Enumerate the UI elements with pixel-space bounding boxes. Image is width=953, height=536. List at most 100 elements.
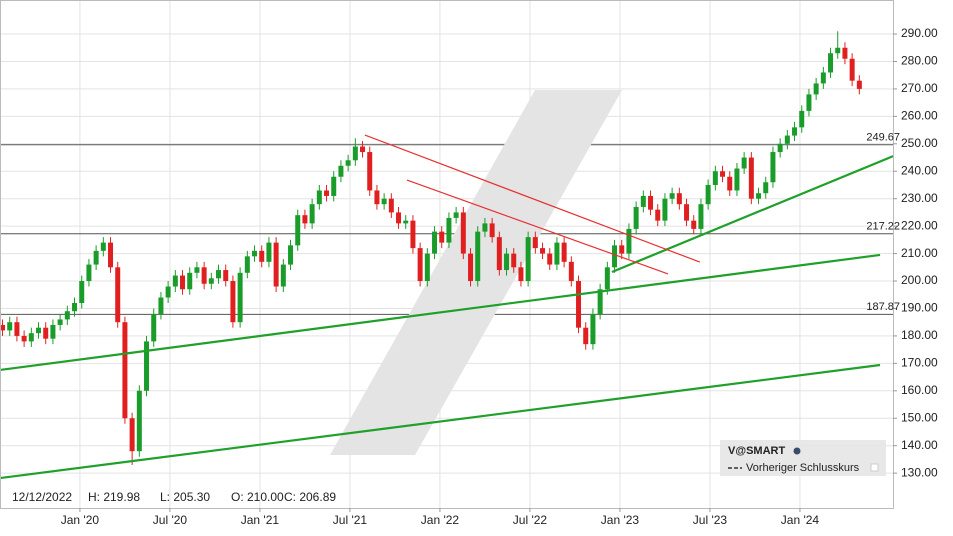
y-tick-label: 190.00 bbox=[901, 301, 938, 315]
candle-body bbox=[460, 212, 466, 254]
candle-body bbox=[223, 270, 229, 282]
candle-body bbox=[604, 267, 610, 290]
info-date: 12/12/2022 bbox=[12, 490, 72, 504]
trend-line bbox=[406, 179, 669, 275]
candle-body bbox=[756, 193, 762, 199]
candle-body bbox=[288, 245, 294, 265]
candle-body bbox=[770, 152, 776, 183]
candle-body bbox=[144, 341, 150, 391]
candle-body bbox=[165, 286, 171, 298]
candle-body bbox=[424, 253, 430, 282]
info-low: L: 205.30 bbox=[160, 490, 210, 504]
candle-body bbox=[554, 242, 560, 265]
candle-body bbox=[518, 267, 524, 282]
legend-checkbox[interactable] bbox=[870, 463, 879, 472]
candle-body bbox=[835, 47, 841, 54]
candle-body bbox=[266, 242, 272, 262]
candle-body bbox=[50, 324, 56, 339]
y-tick-label: 240.00 bbox=[901, 163, 938, 177]
candle-body bbox=[777, 143, 783, 153]
candle-body bbox=[712, 171, 718, 185]
candle-body bbox=[403, 220, 409, 224]
candle-body bbox=[511, 253, 517, 268]
candle-body bbox=[86, 264, 92, 282]
candle-body bbox=[93, 250, 99, 265]
y-tick-label: 230.00 bbox=[901, 191, 938, 205]
candle-body bbox=[734, 168, 740, 191]
candle-body bbox=[158, 297, 164, 314]
candle-body bbox=[547, 253, 553, 265]
y-tick-label: 160.00 bbox=[901, 383, 938, 397]
candle-body bbox=[172, 275, 178, 287]
candle-body bbox=[727, 176, 733, 191]
candle-body bbox=[360, 146, 366, 153]
legend-title: V@SMART bbox=[728, 445, 785, 457]
candle-body bbox=[612, 245, 618, 268]
candle-body bbox=[352, 146, 358, 161]
candle-body bbox=[151, 313, 157, 342]
candle-body bbox=[676, 193, 682, 205]
y-tick-label: 200.00 bbox=[901, 273, 938, 287]
x-tick-label: Jan '21 bbox=[241, 513, 280, 527]
candle-body bbox=[115, 267, 121, 323]
candle-body bbox=[842, 47, 848, 59]
x-tick-label: Jul '23 bbox=[693, 513, 728, 527]
candle-body bbox=[828, 53, 834, 73]
candle-body bbox=[525, 237, 531, 282]
candle-body bbox=[597, 289, 603, 314]
candle-body bbox=[748, 157, 754, 199]
candle-body bbox=[784, 135, 790, 144]
candle-body bbox=[662, 198, 668, 221]
y-tick-label: 280.00 bbox=[901, 54, 938, 68]
candle-body bbox=[21, 335, 27, 342]
info-open: O: 210.00 bbox=[231, 490, 284, 504]
candle-body bbox=[532, 237, 538, 249]
candle-body bbox=[489, 223, 495, 238]
candle-body bbox=[194, 267, 200, 273]
candle-body bbox=[720, 171, 726, 177]
candle-body bbox=[698, 204, 704, 229]
info-bar: 12/12/2022 H: 219.98 L: 205.30 O: 210.00… bbox=[12, 490, 336, 504]
candle-body bbox=[504, 253, 510, 271]
candle-body bbox=[568, 261, 574, 282]
candle-body bbox=[72, 302, 78, 312]
candle-body bbox=[36, 327, 42, 334]
y-tick-label: 210.00 bbox=[901, 246, 938, 260]
trend-line bbox=[0, 363, 881, 480]
candle-body bbox=[576, 281, 582, 328]
candle-body bbox=[388, 198, 394, 213]
candle-body bbox=[374, 190, 380, 205]
x-tick-label: Jan '22 bbox=[421, 513, 460, 527]
candle-body bbox=[331, 176, 337, 196]
candle-body bbox=[792, 127, 798, 136]
candle-body bbox=[468, 253, 474, 282]
reference-label: 249.67 bbox=[866, 132, 900, 144]
candle-body bbox=[655, 209, 661, 221]
trend-line bbox=[611, 155, 894, 273]
reference-label: 187.87 bbox=[866, 301, 900, 313]
x-tick-label: Jul '21 bbox=[333, 513, 368, 527]
y-tick-label: 220.00 bbox=[901, 218, 938, 232]
candle-body bbox=[302, 215, 308, 224]
legend-box bbox=[720, 440, 886, 476]
candle-body bbox=[691, 220, 697, 229]
candle-body bbox=[280, 264, 286, 287]
y-tick-label: 150.00 bbox=[901, 410, 938, 424]
candle-body bbox=[64, 311, 70, 320]
reference-label: 217.22 bbox=[866, 221, 900, 233]
candle-body bbox=[324, 190, 330, 196]
candle-body bbox=[14, 322, 20, 336]
trend-line bbox=[0, 253, 881, 372]
legend-icon bbox=[793, 447, 801, 455]
x-tick-label: Jan '24 bbox=[781, 513, 820, 527]
x-tick-label: Jan '23 bbox=[601, 513, 640, 527]
y-tick-label: 250.00 bbox=[901, 136, 938, 150]
candle-body bbox=[482, 223, 488, 232]
candle-body bbox=[122, 322, 128, 419]
candle-body bbox=[338, 165, 344, 177]
candle-body bbox=[216, 270, 222, 279]
candle-body bbox=[316, 190, 322, 205]
candle-body bbox=[820, 72, 826, 84]
candle-body bbox=[108, 242, 114, 268]
candle-body bbox=[432, 231, 438, 254]
